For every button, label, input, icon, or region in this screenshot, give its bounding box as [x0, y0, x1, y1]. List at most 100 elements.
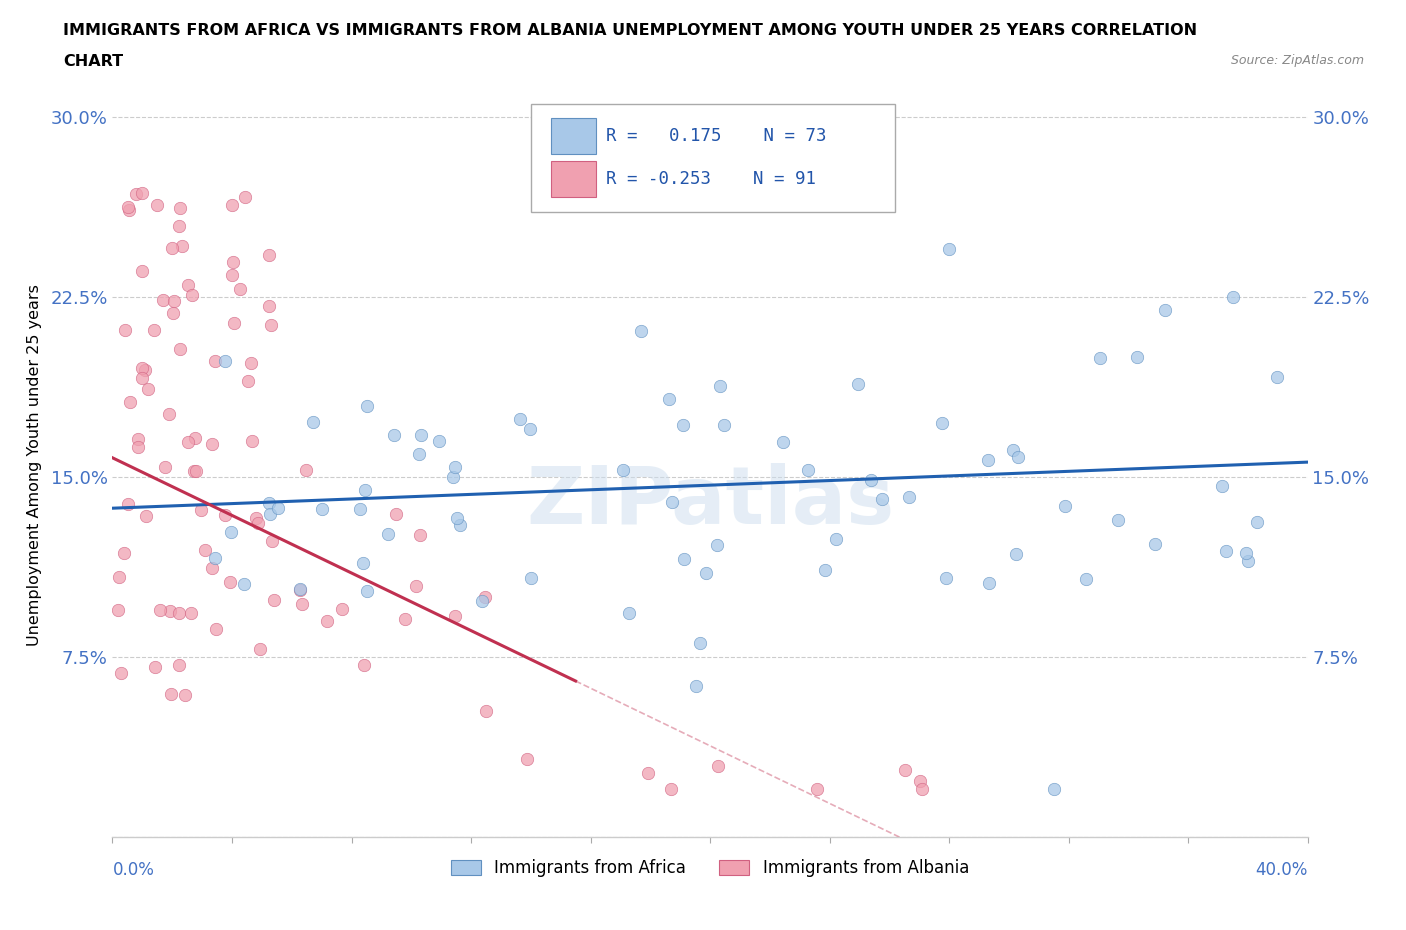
Point	[1007, 449, 1029, 464]
Point	[356, 399, 378, 414]
Point	[170, 238, 193, 253]
Point	[356, 583, 378, 598]
Point	[240, 433, 263, 448]
Point	[825, 531, 848, 546]
Point	[201, 561, 224, 576]
Point	[772, 434, 794, 449]
Point	[288, 582, 311, 597]
Legend: Immigrants from Africa, Immigrants from Albania: Immigrants from Africa, Immigrants from …	[451, 859, 969, 877]
Point	[214, 507, 236, 522]
Point	[114, 546, 136, 561]
Point	[221, 197, 243, 212]
Point	[377, 526, 399, 541]
Point	[167, 658, 190, 672]
Point	[619, 605, 641, 620]
Point	[1234, 546, 1257, 561]
Point	[222, 255, 245, 270]
Point	[330, 602, 353, 617]
Point	[131, 370, 153, 385]
Point	[1107, 512, 1129, 527]
Point	[471, 594, 494, 609]
Point	[180, 287, 202, 302]
Point	[685, 679, 707, 694]
Point	[214, 353, 236, 368]
Point	[689, 635, 711, 650]
Point	[860, 472, 883, 487]
Point	[409, 528, 432, 543]
Point	[131, 185, 153, 200]
Point	[931, 416, 953, 431]
Point	[205, 621, 228, 636]
Point	[183, 464, 205, 479]
Point	[157, 406, 180, 421]
Point	[118, 394, 141, 409]
Point	[114, 323, 136, 338]
Point	[194, 542, 217, 557]
Point	[163, 293, 186, 308]
Point	[1054, 499, 1077, 514]
Text: R = -0.253    N = 91: R = -0.253 N = 91	[606, 170, 815, 188]
Point	[384, 506, 406, 521]
Text: ZIPatlas: ZIPatlas	[526, 463, 894, 541]
FancyBboxPatch shape	[531, 104, 896, 212]
Point	[609, 181, 631, 196]
Text: Source: ZipAtlas.com: Source: ZipAtlas.com	[1230, 54, 1364, 67]
Point	[110, 666, 132, 681]
Point	[233, 577, 256, 591]
Point	[127, 432, 149, 446]
Point	[173, 687, 195, 702]
Point	[612, 462, 634, 477]
Point	[382, 428, 405, 443]
Bar	[551, 162, 596, 197]
Point	[177, 434, 200, 449]
Point	[1246, 514, 1268, 529]
Point	[267, 500, 290, 515]
Point	[1074, 572, 1097, 587]
Point	[709, 379, 731, 393]
Point	[806, 781, 828, 796]
Point	[516, 751, 538, 766]
Point	[149, 603, 172, 618]
Point	[935, 570, 957, 585]
Point	[520, 571, 543, 586]
Point	[354, 482, 377, 497]
Point	[259, 506, 281, 521]
Text: R =   0.175    N = 73: R = 0.175 N = 73	[606, 127, 827, 145]
Point	[160, 686, 183, 701]
Text: 40.0%: 40.0%	[1256, 861, 1308, 879]
Point	[443, 459, 465, 474]
Point	[1222, 289, 1244, 304]
Point	[894, 763, 917, 777]
Point	[1002, 443, 1025, 458]
Point	[302, 415, 325, 430]
Point	[260, 534, 283, 549]
Point	[661, 495, 683, 510]
Point	[125, 186, 148, 201]
Point	[263, 592, 285, 607]
Point	[131, 263, 153, 278]
Point	[131, 361, 153, 376]
Point	[813, 563, 835, 578]
Point	[107, 603, 129, 618]
Point	[134, 363, 156, 378]
Point	[222, 315, 245, 330]
Point	[162, 306, 184, 321]
Point	[672, 551, 695, 566]
Point	[394, 612, 416, 627]
Point	[311, 501, 333, 516]
Point	[204, 353, 226, 368]
Point	[184, 431, 207, 445]
Point	[509, 412, 531, 427]
Point	[295, 463, 318, 478]
Point	[117, 497, 139, 512]
Point	[145, 659, 167, 674]
Point	[117, 203, 139, 218]
Point	[353, 658, 375, 672]
Point	[658, 392, 681, 406]
Point	[713, 418, 735, 432]
Point	[405, 578, 427, 593]
Point	[444, 608, 467, 623]
Point	[408, 446, 430, 461]
Y-axis label: Unemployment Among Youth under 25 years: Unemployment Among Youth under 25 years	[27, 284, 42, 646]
Point	[1154, 303, 1177, 318]
